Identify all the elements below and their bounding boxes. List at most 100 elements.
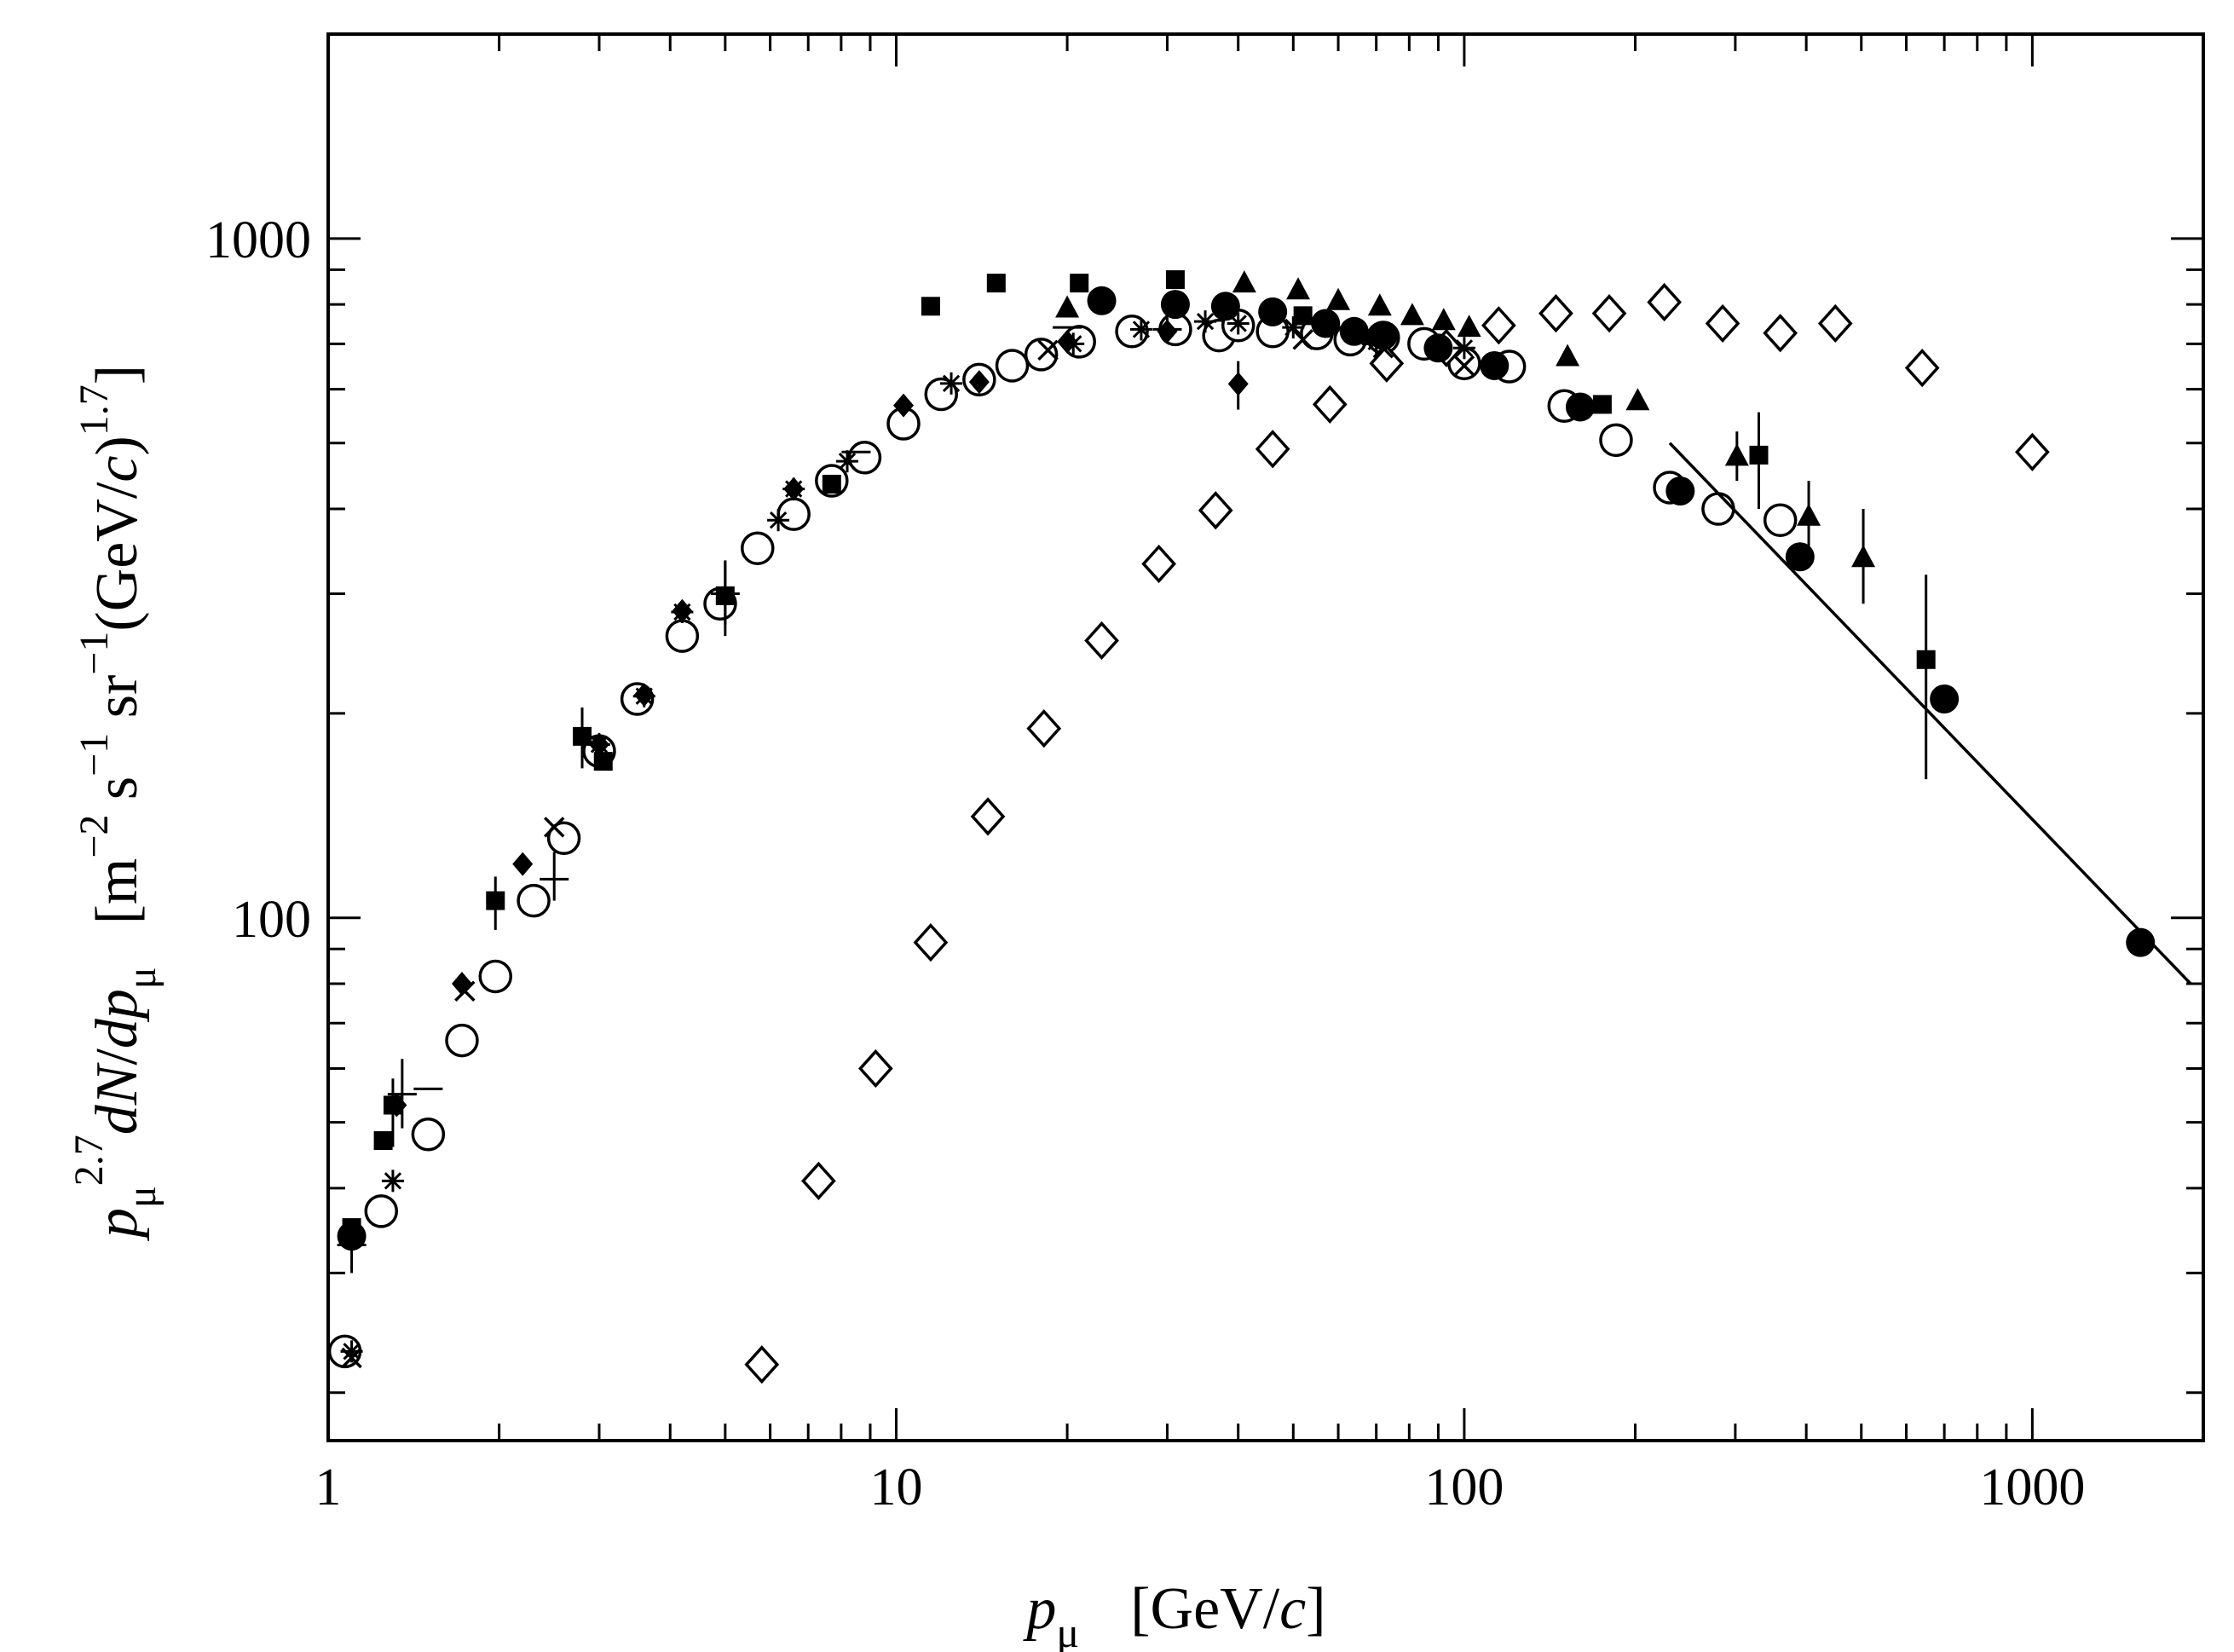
x-tick-label: 10 bbox=[869, 1458, 922, 1516]
cross-point bbox=[341, 1347, 362, 1369]
filled-triangle-point bbox=[1232, 270, 1256, 293]
cross-stroke bbox=[1453, 355, 1475, 377]
y-label-sub: μ bbox=[119, 1186, 165, 1208]
y-label-sr: sr bbox=[84, 675, 150, 733]
filled-square-point bbox=[1293, 306, 1313, 326]
y-axis-label: pμ2.7dN/dpμ[m−2 s−1 sr−1(GeV/c)1.7] bbox=[66, 365, 165, 1242]
open-diamond-point bbox=[1481, 306, 1516, 345]
open-circle-point bbox=[1115, 315, 1149, 349]
asterisk-stroke bbox=[673, 603, 691, 621]
filled-triangle-point bbox=[1625, 388, 1650, 411]
open-circle-point bbox=[411, 1118, 446, 1152]
series-crosses bbox=[341, 329, 1475, 1369]
x-tick-label: 100 bbox=[1424, 1458, 1504, 1516]
filled-triangle-point bbox=[1367, 293, 1392, 316]
cross-point bbox=[1453, 355, 1475, 377]
open-circle-point bbox=[478, 959, 512, 994]
open-diamond-point bbox=[1141, 544, 1176, 584]
open-diamond-point bbox=[744, 1345, 780, 1384]
cross-stroke bbox=[454, 980, 476, 1002]
series-fit-line bbox=[1668, 442, 2192, 985]
y-tick-label: 100 bbox=[232, 891, 311, 949]
series-filled-triangles bbox=[1055, 270, 1876, 604]
x-label-c: c bbox=[1279, 1576, 1306, 1642]
y-label-p2: p bbox=[84, 989, 150, 1023]
x-label-p: p bbox=[1022, 1576, 1056, 1642]
open-diamond-point bbox=[1084, 621, 1119, 661]
y-label-dn: dN bbox=[84, 1062, 150, 1135]
y-label-d: d bbox=[84, 1018, 150, 1048]
y-label-gev: (GeV/ bbox=[84, 482, 150, 631]
open-diamond-point bbox=[1198, 491, 1233, 530]
cross-stroke bbox=[543, 817, 565, 838]
y-label-c: c bbox=[84, 456, 150, 482]
filled-square-point bbox=[1749, 445, 1769, 465]
fit-line bbox=[1668, 442, 2192, 985]
filled-square-point bbox=[593, 752, 613, 771]
asterisk-stroke bbox=[343, 1343, 361, 1360]
filled-diamond-point bbox=[512, 852, 534, 876]
asterisk-stroke bbox=[838, 453, 857, 471]
asterisk-stroke bbox=[769, 511, 788, 529]
y-label-sup-s: −1 bbox=[72, 733, 117, 777]
asterisk-stroke bbox=[1065, 335, 1082, 353]
open-diamond-point bbox=[1763, 314, 1798, 353]
filled-triangle-point bbox=[1724, 443, 1749, 466]
filled-triangle-point bbox=[1797, 503, 1821, 526]
data-layer bbox=[327, 270, 2192, 1384]
filled-triangle-point bbox=[1055, 295, 1080, 318]
filled-triangle-point bbox=[1457, 315, 1481, 338]
open-circle-point bbox=[517, 883, 551, 918]
open-diamond-point bbox=[1026, 709, 1062, 748]
asterisk-point bbox=[671, 600, 694, 623]
filled-square-point bbox=[1916, 650, 1936, 669]
filled-square-point bbox=[1070, 274, 1089, 293]
filled-square-point bbox=[373, 1131, 393, 1151]
y-label-p: p bbox=[84, 1208, 150, 1242]
filled-diamond-point bbox=[1227, 372, 1249, 396]
asterisk-point bbox=[767, 509, 790, 532]
filled-square-point bbox=[822, 474, 841, 494]
series-asterisks bbox=[340, 310, 1475, 1363]
filled-circle-point bbox=[1258, 297, 1288, 326]
x-tick-label: 1 bbox=[315, 1458, 342, 1516]
y-label-sub2: μ bbox=[119, 967, 165, 989]
open-circle-point bbox=[1763, 503, 1798, 537]
filled-diamond-point bbox=[968, 370, 990, 395]
filled-circle-point bbox=[1339, 316, 1369, 346]
filled-circle-point bbox=[1565, 392, 1595, 422]
x-axis-label: pμ [GeV/c] bbox=[1022, 1576, 1325, 1652]
filled-circle-point bbox=[1785, 542, 1815, 572]
open-circle-point bbox=[364, 1194, 399, 1228]
open-circle-point bbox=[665, 619, 700, 653]
asterisk-point bbox=[1129, 318, 1152, 341]
filled-circle-point bbox=[1423, 333, 1453, 363]
asterisk-point bbox=[1227, 312, 1250, 335]
y-tick-label: 1000 bbox=[205, 211, 311, 269]
open-diamond-point bbox=[1312, 384, 1348, 425]
axis-labels: pμ [GeV/c] pμ2.7dN/dpμ[m−2 s−1 sr−1(GeV/c… bbox=[66, 365, 1326, 1652]
cross-stroke bbox=[341, 1347, 362, 1369]
y-label-sup-gev: 1.7 bbox=[72, 384, 117, 436]
filled-triangle-point bbox=[1400, 303, 1424, 326]
filled-triangle-point bbox=[1851, 545, 1876, 568]
open-diamond-point bbox=[1904, 349, 1940, 388]
y-label-sup-m: −2 bbox=[72, 815, 117, 858]
asterisk-point bbox=[940, 372, 963, 395]
series-open-circles bbox=[327, 309, 1798, 1369]
x-label-sub: μ bbox=[1056, 1609, 1079, 1652]
cross-point bbox=[1037, 339, 1059, 361]
filled-diamond-point bbox=[893, 393, 915, 418]
open-diamond-point bbox=[1705, 303, 1740, 344]
plot-border bbox=[326, 32, 2205, 1442]
filled-circle-point bbox=[1311, 309, 1341, 338]
filled-square-point bbox=[1592, 395, 1612, 414]
y-axis-label-group: pμ2.7dN/dpμ[m−2 s−1 sr−1(GeV/c)1.7] bbox=[66, 365, 165, 1242]
asterisk-point bbox=[1062, 332, 1085, 355]
series-plus-error-points bbox=[337, 317, 1391, 1274]
open-diamond-point bbox=[1591, 294, 1627, 333]
open-diamond-point bbox=[970, 797, 1006, 836]
filled-circle-point bbox=[1160, 290, 1190, 320]
filled-triangle-point bbox=[1556, 344, 1580, 367]
